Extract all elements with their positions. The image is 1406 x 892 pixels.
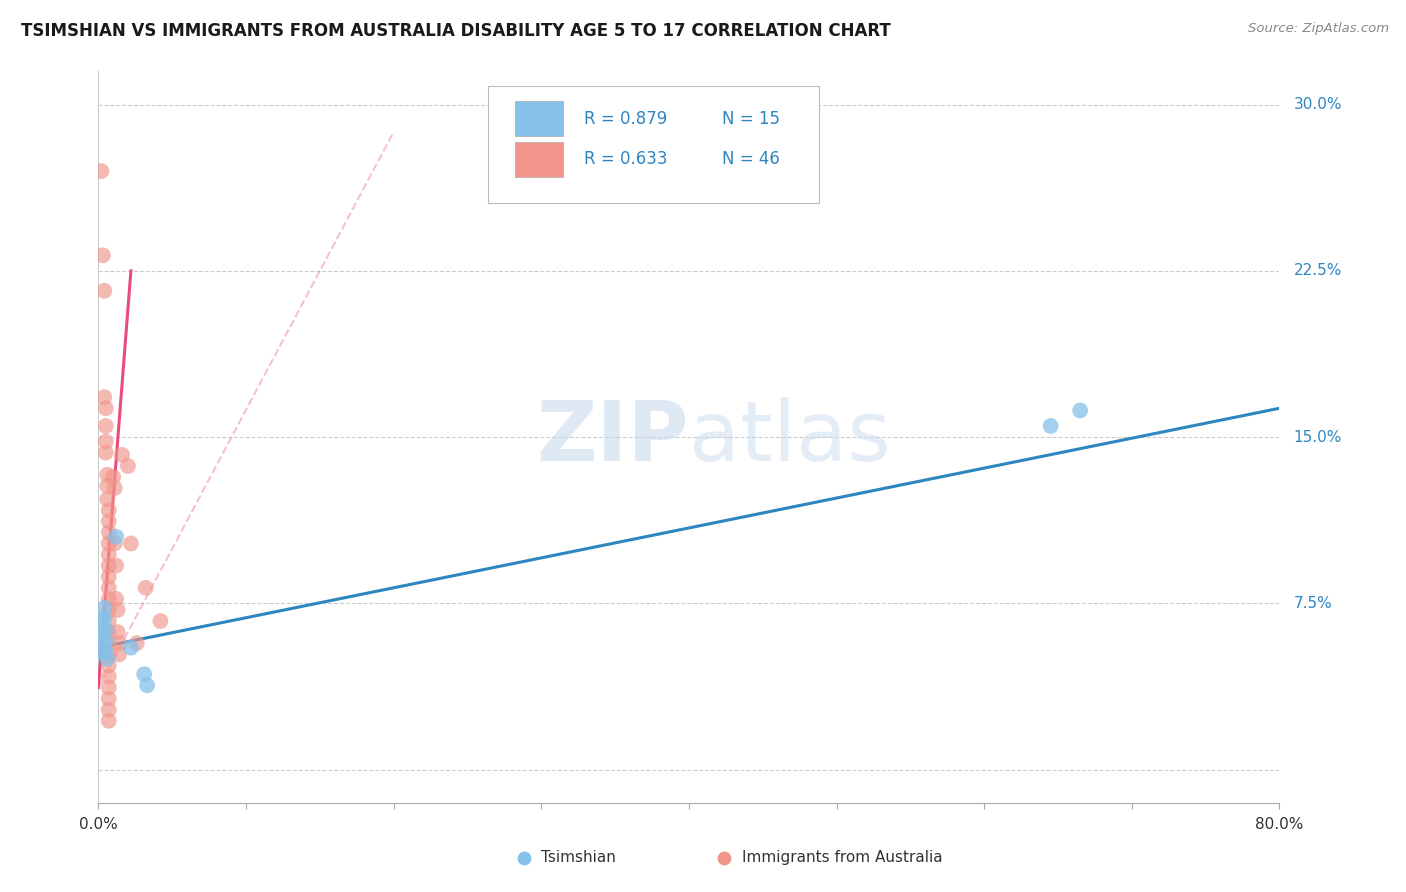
Point — [107, 625, 129, 640]
Point — [90, 612, 112, 626]
Point — [97, 648, 120, 662]
Point — [97, 714, 120, 728]
Text: Source: ZipAtlas.com: Source: ZipAtlas.com — [1249, 22, 1389, 36]
Point — [97, 503, 120, 517]
Text: Tsimshian: Tsimshian — [541, 850, 616, 865]
Point — [90, 164, 112, 178]
Text: 15.0%: 15.0% — [1294, 430, 1341, 444]
Point — [117, 458, 139, 473]
FancyBboxPatch shape — [516, 142, 562, 177]
Text: R = 0.633: R = 0.633 — [583, 150, 668, 168]
Point — [1069, 403, 1091, 417]
Point — [91, 634, 114, 648]
Point — [94, 645, 117, 659]
Point — [97, 548, 120, 562]
Point — [96, 467, 118, 482]
Point — [135, 581, 157, 595]
Point — [149, 614, 172, 628]
Point — [94, 623, 117, 637]
Text: ZIP: ZIP — [537, 397, 689, 477]
Point — [104, 536, 127, 550]
Point — [97, 581, 120, 595]
Point — [96, 479, 118, 493]
Point — [107, 603, 129, 617]
Point — [93, 612, 115, 626]
Point — [136, 678, 159, 692]
Point — [91, 645, 114, 659]
Text: N = 46: N = 46 — [723, 150, 780, 168]
Point — [90, 623, 112, 637]
Point — [105, 591, 128, 606]
Point — [94, 445, 117, 459]
Point — [125, 636, 148, 650]
Point — [105, 530, 128, 544]
Text: 30.0%: 30.0% — [1294, 97, 1343, 112]
Point — [97, 514, 120, 528]
Text: atlas: atlas — [689, 397, 890, 477]
Point — [97, 681, 120, 695]
Point — [94, 634, 117, 648]
Point — [111, 448, 134, 462]
Point — [1039, 419, 1062, 434]
Point — [97, 614, 120, 628]
Point — [94, 419, 117, 434]
Text: TSIMSHIAN VS IMMIGRANTS FROM AUSTRALIA DISABILITY AGE 5 TO 17 CORRELATION CHART: TSIMSHIAN VS IMMIGRANTS FROM AUSTRALIA D… — [21, 22, 891, 40]
Point — [103, 470, 125, 484]
Text: 7.5%: 7.5% — [1294, 596, 1333, 611]
FancyBboxPatch shape — [516, 102, 562, 136]
Point — [97, 591, 120, 606]
Point — [97, 691, 120, 706]
Point — [96, 492, 118, 507]
Point — [94, 434, 117, 449]
Point — [97, 570, 120, 584]
Point — [105, 558, 128, 573]
Point — [108, 636, 131, 650]
Text: R = 0.879: R = 0.879 — [583, 110, 666, 128]
Point — [97, 636, 120, 650]
Point — [94, 401, 117, 416]
Point — [134, 667, 156, 681]
FancyBboxPatch shape — [488, 86, 818, 203]
Point — [93, 390, 115, 404]
Point — [97, 536, 120, 550]
Point — [97, 669, 120, 683]
Point — [97, 658, 120, 673]
Point — [96, 651, 118, 665]
Point — [108, 648, 131, 662]
Point — [97, 603, 120, 617]
Point — [93, 600, 115, 615]
Point — [97, 703, 120, 717]
Point — [93, 284, 115, 298]
Text: 22.5%: 22.5% — [1294, 263, 1341, 278]
Point — [97, 525, 120, 540]
Point — [97, 558, 120, 573]
Point — [120, 536, 142, 550]
Point — [97, 625, 120, 640]
Point — [120, 640, 142, 655]
Text: N = 15: N = 15 — [723, 110, 780, 128]
Point — [104, 481, 127, 495]
Point — [91, 248, 114, 262]
Text: Immigrants from Australia: Immigrants from Australia — [742, 850, 942, 865]
